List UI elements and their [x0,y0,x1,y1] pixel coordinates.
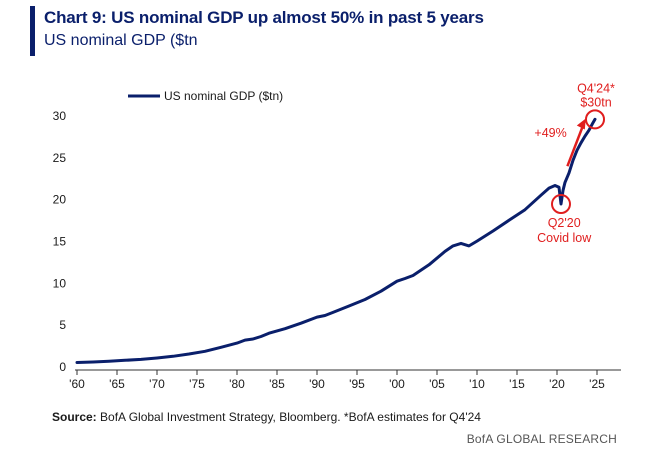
title-accent-bar [30,6,35,56]
x-tick-label: '90 [309,377,325,391]
y-tick-label: 15 [53,235,67,249]
legend: US nominal GDP ($tn) [128,89,283,103]
x-tick-label: '10 [469,377,485,391]
brand-footer: BofA GLOBAL RESEARCH [466,432,617,446]
series-line-gdp [75,117,597,364]
x-tick-label: '70 [149,377,165,391]
x-tick-label: '85 [269,377,285,391]
highlight-circle-q4-24 [585,109,605,130]
chart-subtitle: US nominal GDP ($tn [44,32,198,49]
chart-title: Chart 9: US nominal GDP up almost 50% in… [44,8,484,27]
x-tick-label: '05 [429,377,445,391]
legend-label: US nominal GDP ($tn) [164,89,283,103]
growth-arrow-head [576,118,586,130]
y-tick-label: 25 [53,151,67,165]
x-axis: '60 '65 '70 '75 '80 '85 '90 '95 '00 '05 '10 '15 '20 '… [69,369,621,391]
x-tick-label: '80 [229,377,245,391]
source-note: Source: BofA Global Investment Strategy,… [52,410,481,424]
y-tick-label: 30 [53,109,67,123]
y-tick-label: 5 [59,318,66,332]
annotation-q2-20: Q2'20 [548,216,581,230]
x-tick-label: '00 [389,377,405,391]
x-tick-label: '15 [509,377,525,391]
y-tick-label: 10 [53,276,67,290]
annotation-covid-low: Covid low [537,231,592,245]
annotation-30tn: $30tn [580,95,611,109]
x-tick-label: '20 [549,377,565,391]
x-tick-label: '60 [69,377,85,391]
y-axis: 0 5 10 15 20 25 30 [53,109,67,374]
growth-arrow-line [566,123,585,167]
x-tick-label: '25 [589,377,605,391]
annotation-plus-49: +49% [534,126,566,140]
source-text: BofA Global Investment Strategy, Bloombe… [96,410,481,424]
annotation-q4-24: Q4'24* [577,81,615,95]
highlight-circle-covid-low [551,194,571,215]
y-tick-label: 20 [53,193,67,207]
x-tick-label: '65 [109,377,125,391]
series-group [75,117,597,364]
x-tick-label: '75 [189,377,205,391]
y-tick-label: 0 [59,360,66,374]
x-tick-label: '95 [349,377,365,391]
source-label: Source: [52,410,97,424]
